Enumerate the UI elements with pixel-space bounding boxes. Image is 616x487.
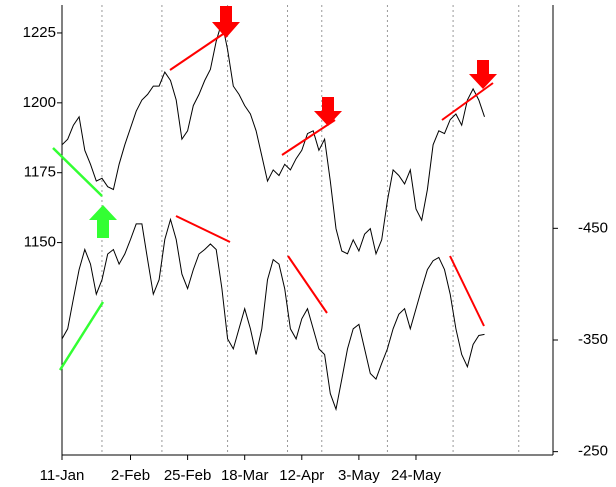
x-tick-label: 25-Feb bbox=[164, 467, 212, 484]
y-tick-label: 1175 bbox=[24, 164, 56, 181]
series-line bbox=[61, 21, 485, 256]
y2-tick-label: -250 bbox=[578, 443, 608, 460]
y2-tick-label: -350 bbox=[578, 331, 608, 348]
buy-arrow bbox=[89, 205, 117, 238]
divergence-line bbox=[449, 255, 485, 327]
divergence-line bbox=[175, 215, 231, 243]
x-tick-label: 11-Jan bbox=[40, 467, 85, 484]
y-tick-label: 1225 bbox=[23, 24, 56, 41]
x-tick-label: 3-May bbox=[338, 467, 380, 484]
divergence-line bbox=[52, 147, 103, 197]
sell-arrow bbox=[212, 6, 240, 38]
y-tick-label: 1150 bbox=[24, 234, 56, 251]
divergence-line bbox=[169, 27, 233, 71]
series-line bbox=[61, 217, 485, 412]
sell-arrow bbox=[314, 97, 342, 126]
y2-tick-label: -450 bbox=[578, 219, 608, 236]
x-tick-label: 12-Apr bbox=[279, 467, 324, 484]
divergence-line bbox=[58, 301, 105, 371]
y-tick-label: 1200 bbox=[23, 94, 56, 111]
x-tick-label: 24-May bbox=[391, 467, 442, 484]
x-tick-label: 2-Feb bbox=[111, 467, 150, 484]
annotations bbox=[52, 6, 497, 371]
divergence-line bbox=[287, 255, 328, 314]
divergence-line bbox=[441, 82, 494, 121]
divergence-line bbox=[281, 119, 336, 156]
sell-arrow bbox=[469, 60, 497, 89]
x-tick-label: 18-Mar bbox=[221, 467, 269, 484]
